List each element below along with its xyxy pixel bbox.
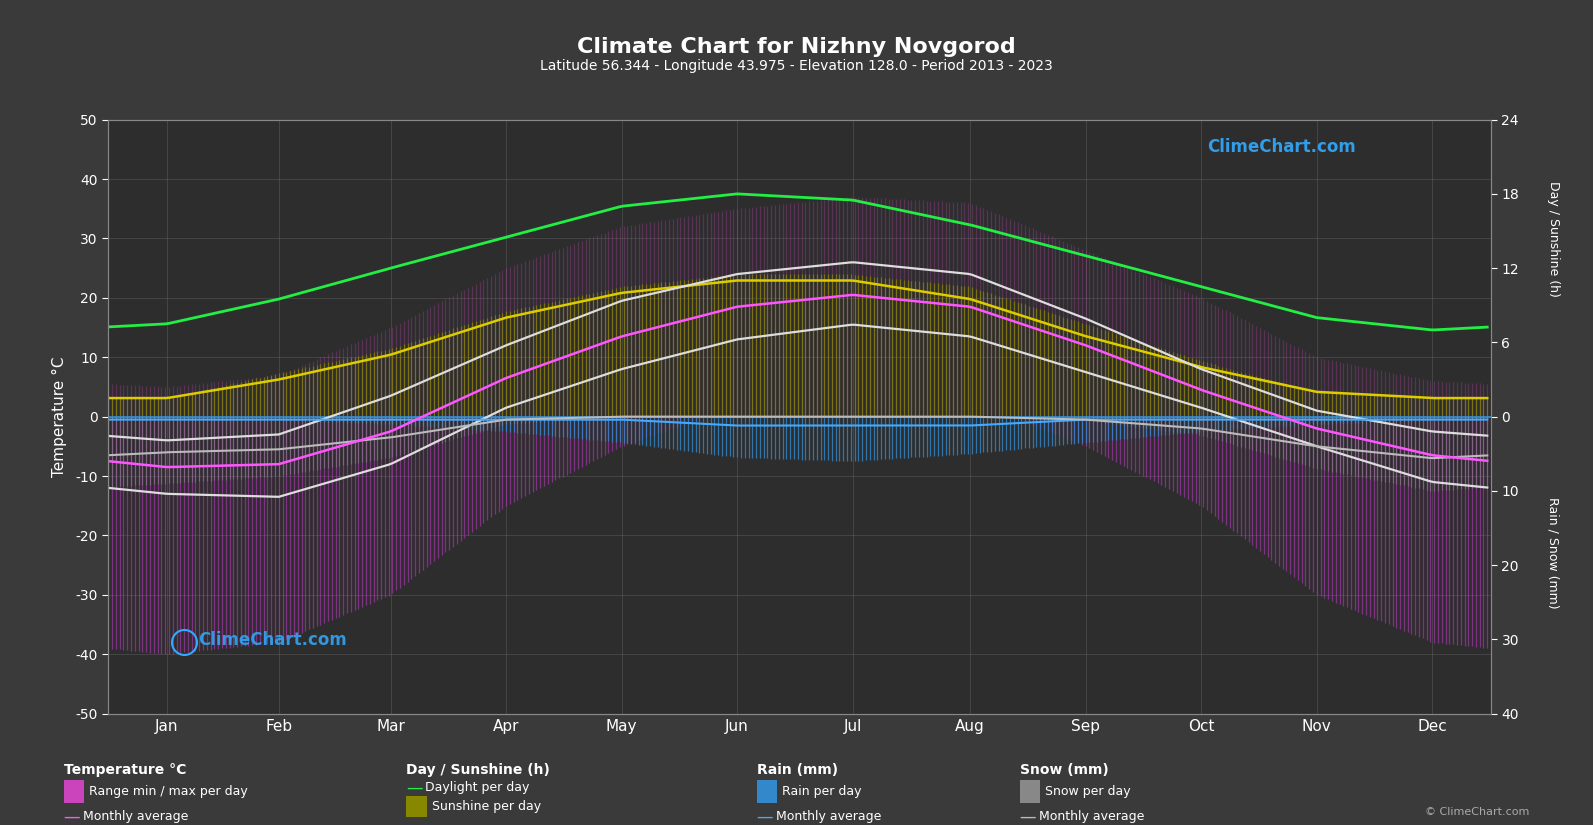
Text: Rain (mm): Rain (mm) <box>757 763 838 777</box>
Text: —: — <box>406 779 422 797</box>
Text: Rain / Snow (mm): Rain / Snow (mm) <box>1547 497 1560 609</box>
Text: —: — <box>1020 808 1035 825</box>
Text: Range min / max per day: Range min / max per day <box>89 785 249 799</box>
Text: —: — <box>64 808 80 825</box>
Text: © ClimeChart.com: © ClimeChart.com <box>1424 807 1529 817</box>
Text: Snow per day: Snow per day <box>1045 785 1131 799</box>
Text: Monthly average: Monthly average <box>83 810 188 823</box>
Text: Latitude 56.344 - Longitude 43.975 - Elevation 128.0 - Period 2013 - 2023: Latitude 56.344 - Longitude 43.975 - Ele… <box>540 59 1053 73</box>
Y-axis label: Temperature °C: Temperature °C <box>53 356 67 477</box>
Text: Daylight per day: Daylight per day <box>425 781 530 794</box>
Text: Sunshine per day: Sunshine per day <box>432 800 542 813</box>
Text: —: — <box>757 808 773 825</box>
Text: Day / Sunshine (h): Day / Sunshine (h) <box>1547 182 1560 297</box>
Text: Monthly average: Monthly average <box>776 810 881 823</box>
Text: ClimeChart.com: ClimeChart.com <box>198 631 347 649</box>
Text: ClimeChart.com: ClimeChart.com <box>1207 139 1356 156</box>
Text: Rain per day: Rain per day <box>782 785 862 799</box>
Text: Temperature °C: Temperature °C <box>64 763 186 777</box>
Text: Climate Chart for Nizhny Novgorod: Climate Chart for Nizhny Novgorod <box>577 37 1016 57</box>
Text: Monthly average: Monthly average <box>1039 810 1144 823</box>
Text: Day / Sunshine (h): Day / Sunshine (h) <box>406 763 550 777</box>
Text: Snow (mm): Snow (mm) <box>1020 763 1109 777</box>
